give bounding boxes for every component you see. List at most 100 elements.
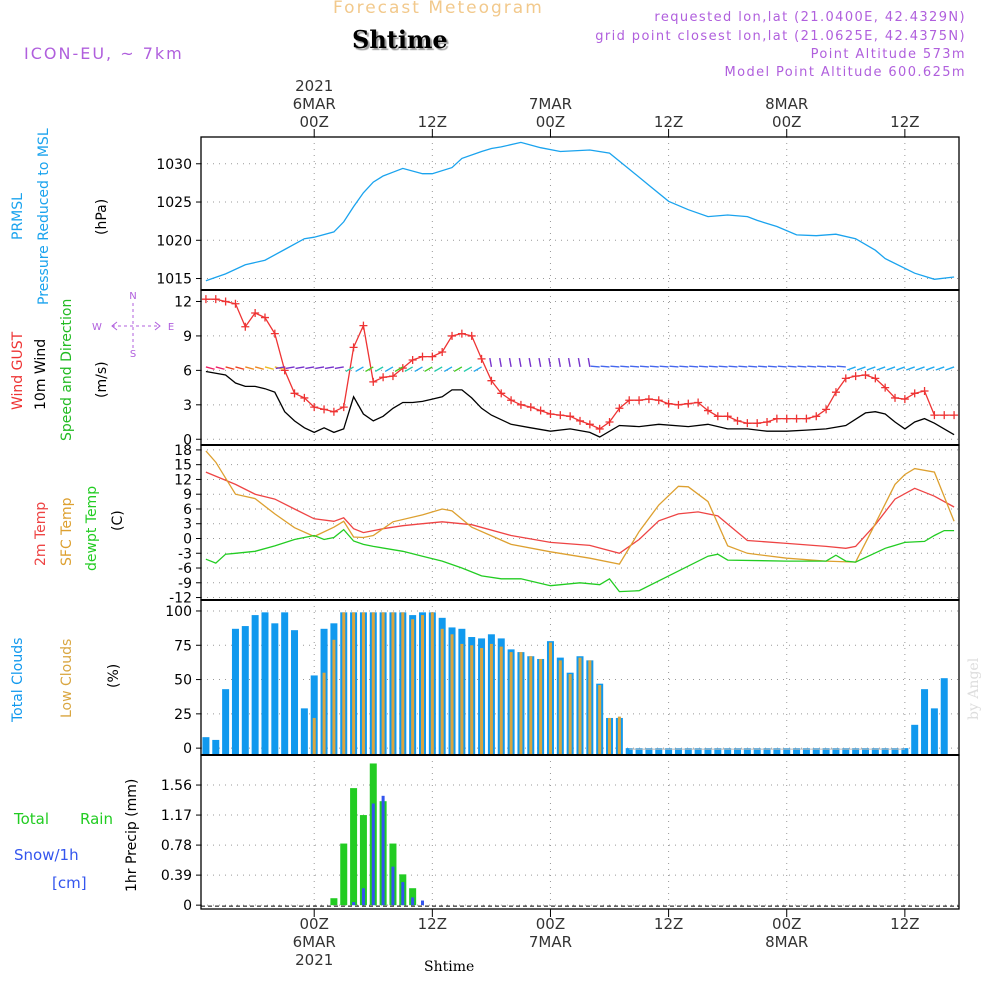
low-cloud-bar <box>578 657 582 755</box>
temp-dewpt-label: dewpt Temp <box>84 486 100 571</box>
gust-marker <box>388 372 397 381</box>
gust-marker <box>713 412 722 421</box>
total-cloud-bar <box>881 748 889 755</box>
gust-marker <box>477 354 486 363</box>
gust-marker <box>546 410 555 418</box>
rain-bar <box>330 898 338 906</box>
total-cloud-bar <box>783 748 791 755</box>
gust-marker <box>615 404 624 413</box>
rain-bar <box>359 815 367 906</box>
top-hour-label: 12Z <box>654 113 683 131</box>
gust-marker <box>950 411 959 420</box>
low-cloud-bar <box>568 674 572 755</box>
gust-marker <box>467 331 476 340</box>
gust-marker <box>339 403 348 412</box>
wind-arrow <box>587 357 591 368</box>
wind-arrow <box>649 365 659 368</box>
location-title: Shtime <box>352 25 448 54</box>
top-year-label: 2021 <box>295 77 333 95</box>
total-cloud-bar <box>714 748 722 755</box>
low-cloud-bar <box>608 717 612 755</box>
gust-marker <box>831 388 840 397</box>
wind-arrow <box>463 366 473 373</box>
gust-marker <box>753 419 762 428</box>
ytick-label: 15 <box>174 458 192 474</box>
gust-marker <box>556 411 565 420</box>
ytick-label: 1030 <box>156 157 192 173</box>
top-hour-label: 12Z <box>418 113 447 131</box>
total-cloud-bar <box>291 630 299 755</box>
low-cloud-bar <box>558 660 562 755</box>
total-cloud-bar <box>734 748 742 755</box>
wind-arrow <box>424 366 433 373</box>
compass-south: S <box>130 349 136 360</box>
wind-panel: 0 3 6 9 12 <box>174 289 960 448</box>
total-cloud-bar <box>793 748 801 755</box>
wind-arrow <box>538 357 542 368</box>
total-cloud-bar <box>625 748 633 755</box>
temp-2m-label: 2m Temp <box>33 502 49 566</box>
wind-arrow <box>620 365 630 368</box>
gust-marker <box>743 419 752 428</box>
gust-marker <box>408 356 417 365</box>
low-cloud-bar <box>411 619 415 755</box>
pressure-panel: 1015 1020 1025 1030 <box>156 136 960 291</box>
wind-10m-label: 10m Wind <box>33 339 49 410</box>
compass-north: N <box>129 291 136 302</box>
gust-marker <box>231 299 240 308</box>
total-cloud-bar <box>271 623 279 755</box>
wind-arrow <box>355 366 364 373</box>
ytick-label: 100 <box>165 604 192 620</box>
low-cloud-bar <box>401 612 405 755</box>
gust-marker <box>566 412 575 421</box>
bottom-hour-label: 00Z <box>772 915 801 933</box>
total-cloud-bar <box>655 748 663 755</box>
ytick-label: 6 <box>183 502 192 518</box>
snow-label: Snow/1h <box>14 846 79 864</box>
wind-arrow <box>558 357 562 368</box>
gust-marker <box>516 400 525 409</box>
wind-arrow <box>836 365 846 368</box>
wind-arrow <box>404 366 413 373</box>
total-cloud-bar <box>832 748 840 755</box>
wind-arrow <box>590 365 600 368</box>
wind-arrow <box>817 365 827 368</box>
total-cloud-bar <box>241 626 249 755</box>
wind-arrow <box>365 366 374 373</box>
snow-bar <box>381 795 385 906</box>
wind-arrow <box>275 366 285 370</box>
total-cloud-bar <box>222 689 230 755</box>
bottom-date-label: 7MAR <box>529 933 572 951</box>
wind-arrow <box>797 365 807 368</box>
low-cloud-bar <box>480 648 484 755</box>
plot-area: 10151020102510300369121815129630-3-6-9-1… <box>156 136 960 914</box>
total-cloud-bar <box>202 737 210 755</box>
wind-arrow <box>374 366 384 373</box>
ytick-label: 18 <box>174 443 192 459</box>
bottom-hour-label: 12Z <box>418 915 447 933</box>
bottom-hour-label: 12Z <box>890 915 919 933</box>
gust-marker <box>841 374 850 383</box>
gust-marker <box>526 403 535 412</box>
ytick-label: 0 <box>183 531 192 547</box>
total-cloud-bar <box>763 748 771 755</box>
low-clouds-label: Low Clouds <box>59 639 75 718</box>
ytick-label: 12 <box>174 472 192 488</box>
snow-bar <box>401 882 405 906</box>
gust-marker <box>359 321 368 330</box>
gust-marker <box>507 396 516 405</box>
gust-marker <box>772 414 781 423</box>
wind-arrow <box>443 366 453 373</box>
low-cloud-bar <box>420 615 424 755</box>
wind-arrow <box>718 365 728 368</box>
temp-unit-label: (C) <box>110 510 126 531</box>
footer-location: Shtime <box>424 959 475 975</box>
gust-marker <box>251 308 260 317</box>
gust-marker <box>812 412 821 421</box>
wind-arrow <box>945 366 955 371</box>
rain-bar <box>350 788 358 906</box>
wind-arrow <box>473 366 482 373</box>
wind-arrow <box>285 366 295 370</box>
wind-arrow <box>708 365 718 368</box>
